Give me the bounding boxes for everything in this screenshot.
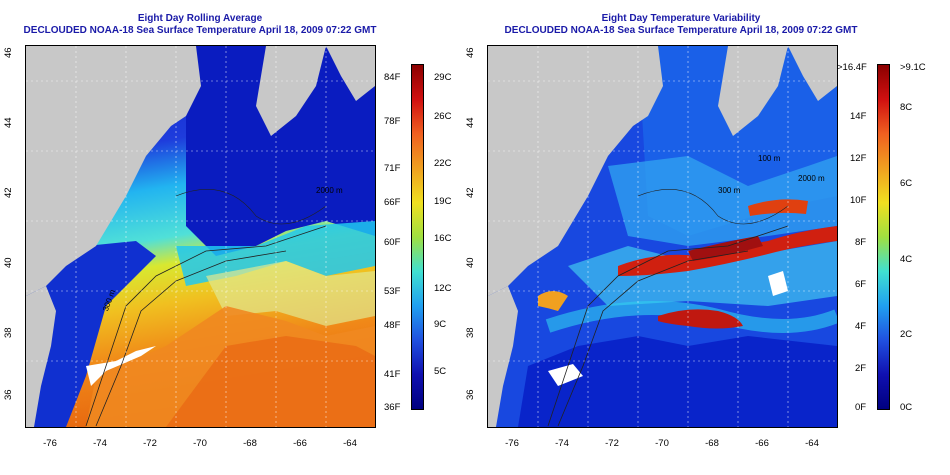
y-tick: 42: [465, 187, 476, 198]
colorbar-label-f: 10F: [850, 195, 867, 206]
right-subtitle: DECLOUDED NOAA-18 Sea Surface Temperatur…: [504, 25, 858, 36]
y-tick: 40: [465, 257, 476, 268]
colorbar-label-c: 16C: [434, 233, 452, 244]
colorbar-label-c: 0C: [900, 402, 913, 413]
colorbar-label-c: 5C: [434, 366, 447, 377]
left-subtitle: DECLOUDED NOAA-18 Sea Surface Temperatur…: [23, 25, 377, 36]
variability-colorbar: [877, 64, 890, 410]
colorbar-label-f: 53F: [384, 286, 401, 297]
right-variability-map: 100 m 2000 m 300 m: [487, 45, 838, 428]
y-tick: 44: [3, 117, 14, 128]
x-tick: -64: [805, 438, 819, 449]
colorbar-label-c: >9.1C: [900, 62, 926, 73]
colorbar-label-c: 26C: [434, 111, 452, 122]
y-tick: 40: [3, 257, 14, 268]
colorbar-label-c: 8C: [900, 102, 913, 113]
colorbar-label-f: 60F: [384, 237, 401, 248]
left-panel: Eight Day Rolling Average DECLOUDED NOAA…: [0, 0, 470, 475]
x-tick: -68: [243, 438, 257, 449]
colorbar-label-f: 12F: [850, 153, 867, 164]
colorbar-label-f: 4F: [855, 321, 867, 332]
colorbar-label-f: 2F: [855, 363, 867, 374]
y-tick: 36: [3, 389, 14, 400]
y-tick: 36: [465, 389, 476, 400]
right-variability-image: [488, 46, 837, 427]
y-tick: 46: [3, 47, 14, 58]
colorbar-label-c: 22C: [434, 158, 452, 169]
x-tick: -64: [343, 438, 357, 449]
x-tick: -70: [193, 438, 207, 449]
left-title: Eight Day Rolling Average: [137, 13, 263, 24]
colorbar-label-f: 48F: [384, 320, 401, 331]
x-tick: -66: [755, 438, 769, 449]
colorbar-label-f: >16.4F: [837, 62, 867, 73]
colorbar-label-c: 2C: [900, 329, 913, 340]
y-tick: 38: [3, 327, 14, 338]
y-tick: 44: [465, 117, 476, 128]
x-tick: -72: [605, 438, 619, 449]
right-panel: Eight Day Temperature Variability DECLOU…: [462, 0, 950, 475]
y-tick: 42: [3, 187, 14, 198]
left-sst-map: 300 m 2000 m: [25, 45, 376, 428]
contour-label: 300 m: [718, 186, 741, 195]
colorbar-label-c: 9C: [434, 319, 447, 330]
colorbar-label-c: 19C: [434, 196, 452, 207]
sst-colorbar: [411, 64, 424, 410]
x-tick: -66: [293, 438, 307, 449]
x-tick: -76: [505, 438, 519, 449]
x-tick: -68: [705, 438, 719, 449]
x-tick: -72: [143, 438, 157, 449]
x-tick: -74: [555, 438, 569, 449]
colorbar-label-f: 71F: [384, 163, 401, 174]
left-sst-image: [26, 46, 375, 427]
colorbar-label-c: 6C: [900, 178, 913, 189]
colorbar-label-f: 14F: [850, 111, 867, 122]
colorbar-label-c: 12C: [434, 283, 452, 294]
contour-label: 100 m: [758, 154, 781, 163]
y-tick: 46: [465, 47, 476, 58]
colorbar-label-f: 0F: [855, 402, 867, 413]
x-tick: -70: [655, 438, 669, 449]
x-tick: -76: [43, 438, 57, 449]
y-tick: 38: [465, 327, 476, 338]
colorbar-label-f: 41F: [384, 369, 401, 380]
colorbar-label-c: 4C: [900, 254, 913, 265]
colorbar-label-f: 6F: [855, 279, 867, 290]
colorbar-label-f: 36F: [384, 402, 401, 413]
colorbar-label-f: 8F: [855, 237, 867, 248]
colorbar-label-f: 84F: [384, 72, 401, 83]
colorbar-label-f: 66F: [384, 197, 401, 208]
contour-label: 2000 m: [798, 174, 825, 183]
colorbar-label-f: 78F: [384, 116, 401, 127]
contour-label: 2000 m: [316, 186, 343, 195]
x-tick: -74: [93, 438, 107, 449]
right-title: Eight Day Temperature Variability: [601, 13, 761, 24]
colorbar-label-c: 29C: [434, 72, 452, 83]
